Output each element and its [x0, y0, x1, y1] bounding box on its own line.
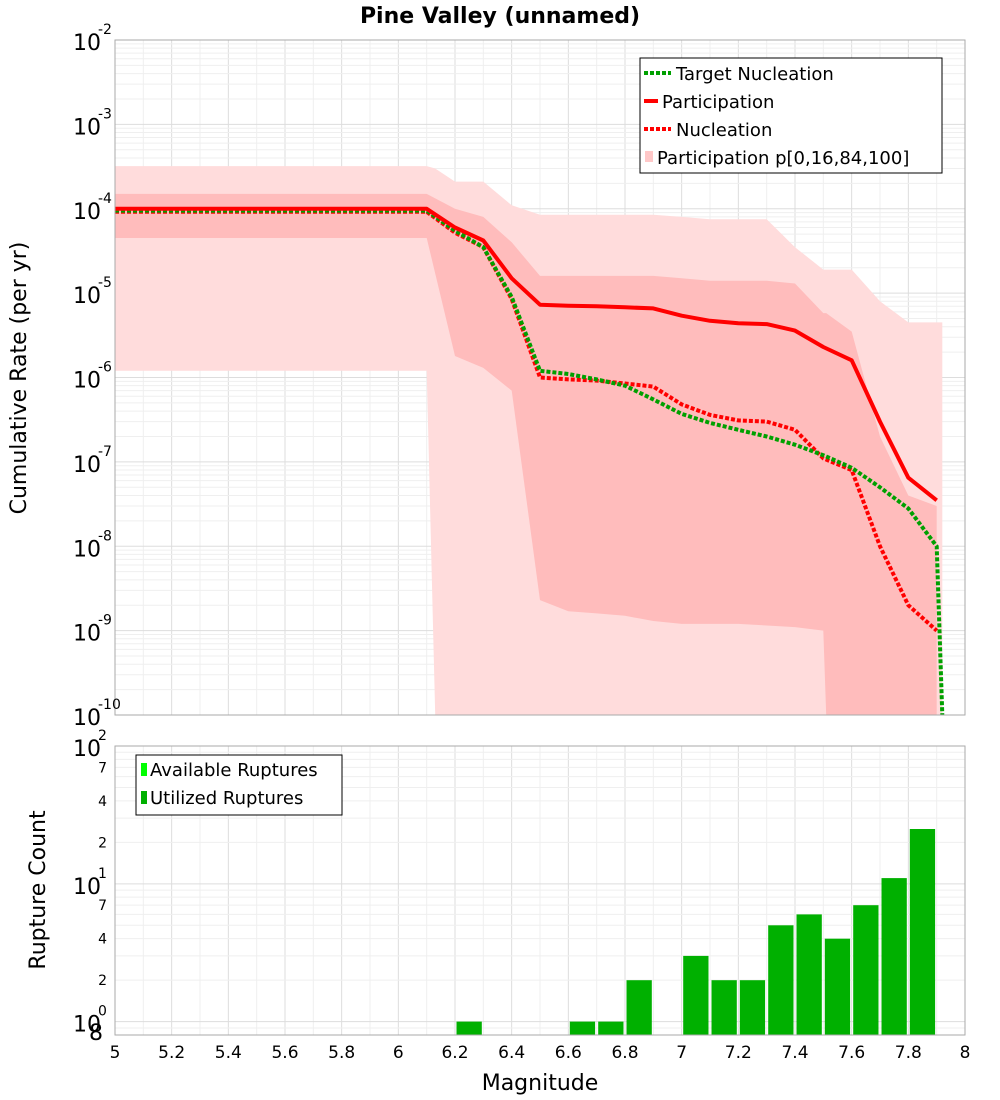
- x-tick-label: 6: [393, 1043, 404, 1063]
- top-y-tick-base: 10: [73, 115, 101, 140]
- legend-label-target-nucleation: Target Nucleation: [675, 64, 834, 85]
- legend-swatch-participation-band: [645, 151, 653, 162]
- x-tick-label: 5.4: [215, 1043, 242, 1063]
- x-tick-label: 5.8: [328, 1043, 355, 1063]
- x-tick-label: 6.2: [441, 1043, 468, 1063]
- bottom-y-tick-exponent: 2: [98, 728, 107, 744]
- bottom-legend: Available Ruptures Utilized Ruptures: [135, 754, 343, 816]
- legend-label-available-ruptures: Available Ruptures: [150, 760, 318, 781]
- top-y-tick-exponent: -7: [98, 444, 112, 460]
- utilized-rupture-bar: [456, 1021, 482, 1035]
- target-nucleation-line: [115, 208, 945, 716]
- x-tick-label: 5.6: [271, 1043, 298, 1063]
- bottom-y-tick-exponent: 1: [98, 866, 107, 882]
- x-tick-label: 7.8: [895, 1043, 922, 1063]
- bottom-y-tick-base: 10: [73, 737, 101, 762]
- bottom-y-minor-tick: 7: [98, 898, 107, 914]
- utilized-rupture-bar: [853, 905, 879, 1035]
- participation-line: [115, 206, 938, 502]
- utilized-rupture-bar: [598, 1021, 624, 1035]
- top-y-tick-exponent: -3: [98, 106, 112, 122]
- bottom-y-minor-tick: 8: [89, 1021, 103, 1046]
- legend-swatch-available-ruptures: [141, 763, 147, 776]
- legend-label-participation: Participation: [662, 92, 774, 113]
- top-y-tick-base: 10: [73, 706, 101, 731]
- top-y-tick-base: 10: [73, 369, 101, 394]
- bottom-y-tick-base: 10: [73, 1013, 101, 1038]
- bottom-y-minor-tick: 7: [98, 760, 107, 776]
- top-y-tick-base: 10: [73, 537, 101, 562]
- x-tick-label: 7: [676, 1043, 687, 1063]
- top-y-tick-base: 10: [73, 453, 101, 478]
- bottom-y-tick-base: 10: [73, 875, 101, 900]
- top-plot-frame: [114, 39, 966, 716]
- top-y-tick-exponent: -4: [98, 191, 112, 207]
- top-plot: 10-210-310-410-510-610-710-810-910-10 Cu…: [7, 22, 966, 731]
- x-tick-labels: 5 5.2 5.4 5.6 5.8 6 6.2 6.4 6.6 6.8 7 7.2 7.4 7.6 7.8 8: [110, 1043, 971, 1063]
- bottom-y-minor-tick: 2: [98, 973, 107, 989]
- top-y-tick-exponent: -10: [98, 697, 121, 713]
- x-tick-label: 8: [960, 1043, 971, 1063]
- x-tick-label: 6.4: [498, 1043, 525, 1063]
- utilized-rupture-bar: [881, 878, 907, 1035]
- x-tick-label: 7.6: [838, 1043, 865, 1063]
- utilized-rupture-bar: [739, 980, 766, 1035]
- utilized-rupture-bar: [768, 925, 794, 1035]
- bottom-y-minor-tick: 4: [98, 794, 107, 810]
- nucleation-line: [115, 209, 939, 633]
- top-lines: [115, 206, 945, 716]
- bottom-legend-box: [135, 754, 343, 816]
- x-tick-label: 6.8: [611, 1043, 638, 1063]
- utilized-rupture-bar: [824, 938, 851, 1035]
- utilized-rupture-bar: [683, 955, 709, 1035]
- top-y-tick-base: 10: [73, 200, 101, 225]
- top-y-tick-exponent: -2: [98, 22, 112, 38]
- legend-label-participation-band: Participation p[0,16,84,100]: [657, 148, 909, 169]
- bottom-y-minor-tick: 4: [98, 932, 107, 948]
- utilized-rupture-bar: [711, 980, 737, 1035]
- legend-swatch-utilized-ruptures: [141, 791, 147, 804]
- top-legend: Target Nucleation Participation Nucleati…: [639, 57, 943, 174]
- bottom-y-axis-title: Rupture Count: [26, 810, 51, 970]
- top-y-tick-base: 10: [73, 284, 101, 309]
- bottom-bars: [456, 829, 936, 1035]
- utilized-rupture-bar: [796, 914, 822, 1035]
- utilized-rupture-bar: [909, 829, 936, 1035]
- top-y-tick-exponent: -6: [98, 360, 112, 376]
- chart-title: Pine Valley (unnamed): [360, 4, 640, 29]
- bottom-y-tick-exponent: 0: [98, 1004, 107, 1020]
- top-y-tick-exponent: -8: [98, 528, 112, 544]
- x-tick-label: 5.2: [158, 1043, 185, 1063]
- bottom-plot-frame: [114, 745, 966, 1036]
- x-tick-label: 5: [110, 1043, 121, 1063]
- bottom-y-minor-tick: 2: [98, 835, 107, 851]
- utilized-rupture-bar: [569, 1021, 596, 1035]
- top-legend-box: [639, 57, 943, 174]
- top-y-tick-exponent: -9: [98, 613, 112, 629]
- x-tick-label: 7.2: [725, 1043, 752, 1063]
- utilized-rupture-bar: [626, 980, 652, 1035]
- top-y-tick-labels: 10-210-310-410-510-610-710-810-910-10: [73, 22, 121, 731]
- x-tick-label: 6.6: [555, 1043, 582, 1063]
- legend-label-utilized-ruptures: Utilized Ruptures: [150, 788, 303, 809]
- x-tick-label: 7.4: [781, 1043, 808, 1063]
- x-axis-title: Magnitude: [482, 1071, 599, 1096]
- top-y-tick-exponent: -5: [98, 275, 112, 291]
- top-y-tick-base: 10: [73, 31, 101, 56]
- legend-label-nucleation: Nucleation: [676, 120, 772, 141]
- top-y-tick-base: 10: [73, 622, 101, 647]
- top-y-axis-title: Cumulative Rate (per yr): [7, 242, 32, 515]
